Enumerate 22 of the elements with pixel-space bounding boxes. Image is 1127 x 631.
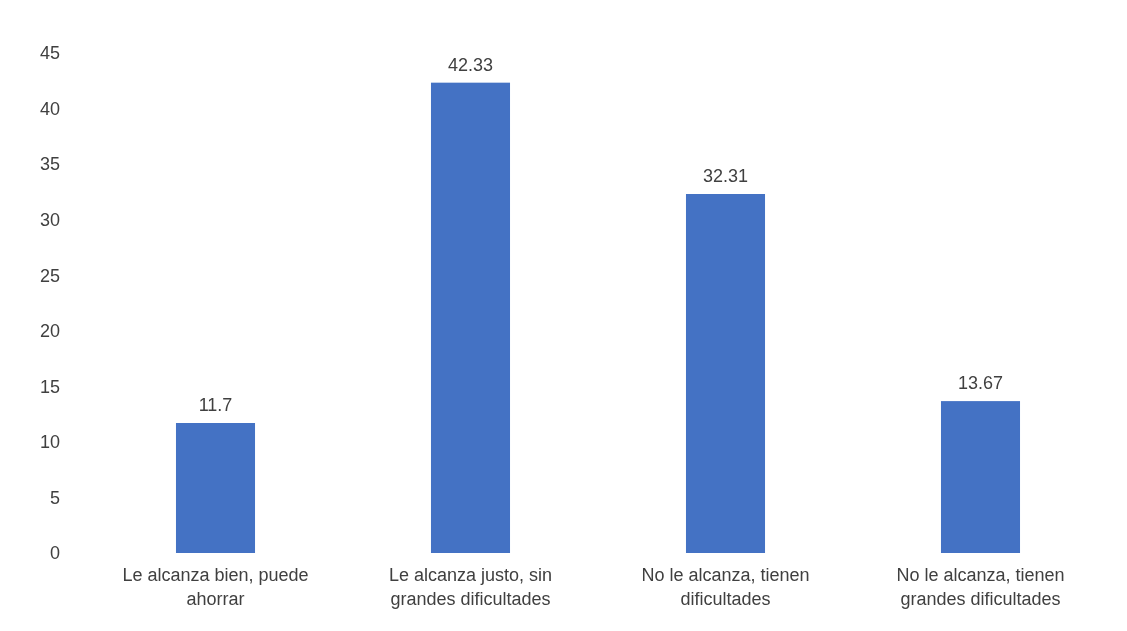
y-tick-label: 20 — [39, 321, 60, 342]
x-tick-label: No le alcanza, tienen grandes dificultades — [896, 565, 1065, 609]
y-tick-label: 35 — [39, 154, 60, 175]
y-tick-label: 40 — [39, 98, 60, 119]
y-tick-label: 45 — [39, 43, 60, 64]
data-label: 42.33 — [447, 54, 494, 75]
data-label: 11.7 — [198, 395, 233, 415]
x-tick-label: Le alcanza justo, sin grandes dificultades — [388, 565, 553, 609]
y-tick-label: 0 — [49, 543, 60, 564]
x-tick-label: Le alcanza bien, puede ahorrar — [122, 565, 309, 609]
bar — [685, 194, 766, 553]
x-tick-label: No le alcanza, tienen dificultades — [641, 565, 810, 609]
bar — [940, 401, 1021, 553]
data-label: 13.67 — [957, 373, 1004, 394]
bar — [430, 82, 511, 553]
data-label: 32.31 — [702, 166, 749, 186]
bar — [175, 423, 256, 553]
y-tick-label: 25 — [39, 265, 60, 286]
y-tick-label: 5 — [49, 487, 60, 508]
y-tick-label: 10 — [39, 432, 60, 453]
y-tick-label: 15 — [39, 376, 60, 397]
y-tick-label: 30 — [39, 209, 60, 230]
